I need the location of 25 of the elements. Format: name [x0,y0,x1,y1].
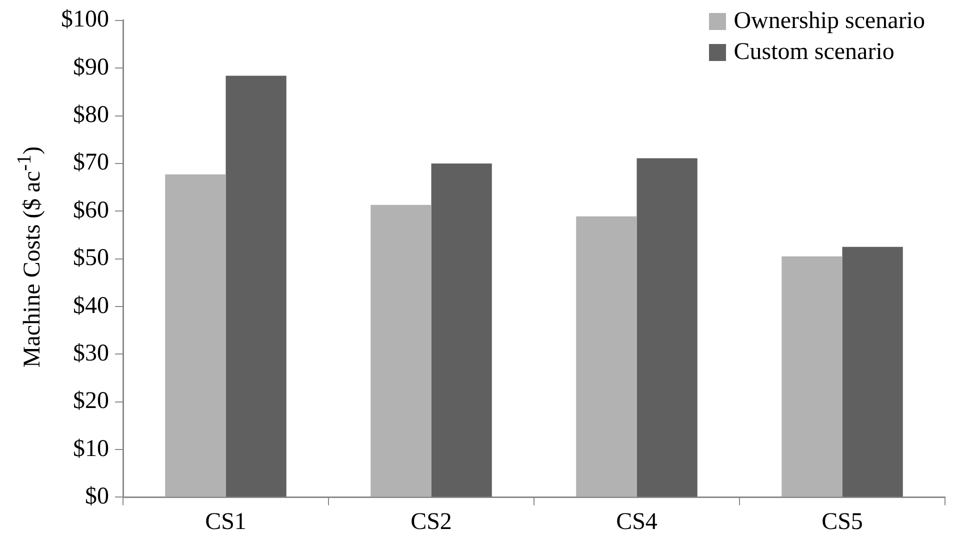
x-tick-label: CS4 [616,508,658,535]
y-tick-label: $50 [73,245,109,272]
bar [370,204,432,497]
bar [431,163,492,497]
y-tick-label: $40 [73,292,109,319]
y-tick-label: $0 [85,483,109,510]
y-tick-label: $70 [73,150,109,176]
x-tick-label: CS1 [205,508,246,535]
bar [226,76,286,497]
bar [165,174,226,497]
y-tick-label: $60 [73,197,109,224]
legend-label: Custom scenario [734,39,894,66]
x-tick-label: CS5 [822,508,863,535]
legend-label: Ownership scenario [734,8,925,36]
x-tick-label: CS2 [410,508,452,535]
y-tick-label: $10 [73,436,109,462]
bar [782,256,842,497]
y-tick-label: $30 [73,340,109,366]
bar [842,246,903,497]
bar [636,158,698,497]
y-tick-label: $90 [73,54,109,80]
y-tick-label: $80 [73,102,109,128]
bar [576,216,637,497]
y-tick-label: $20 [73,388,109,414]
y-tick-label: $100 [61,6,109,33]
